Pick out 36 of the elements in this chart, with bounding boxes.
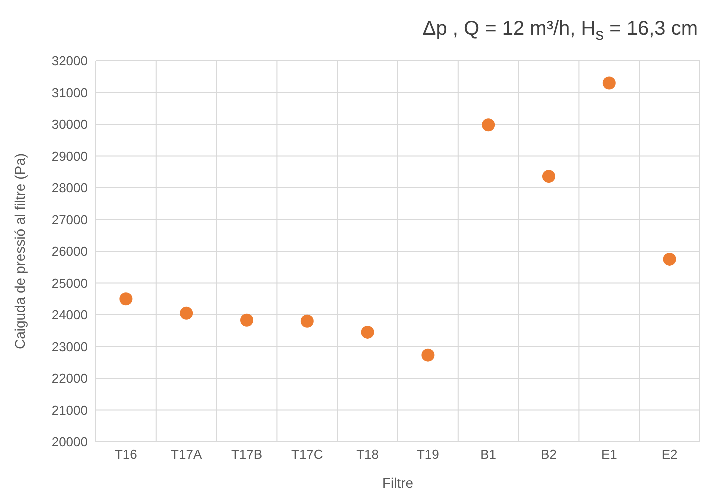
y-tick-label: 32000 — [52, 54, 88, 69]
point — [482, 118, 496, 132]
y-tick-label: 23000 — [52, 339, 88, 354]
point — [240, 314, 254, 327]
y-tick-label: 27000 — [52, 212, 88, 228]
y-tick-label: 22000 — [52, 371, 88, 386]
y-tick-label: 20000 — [52, 434, 88, 450]
y-tick-label: 31000 — [52, 85, 88, 100]
x-tick-label: T17B — [231, 447, 263, 462]
point — [663, 252, 676, 266]
point — [602, 76, 616, 90]
y-tick-label: 24000 — [52, 308, 88, 323]
y-tick-label: 30000 — [52, 117, 88, 132]
y-tick-label: 29000 — [52, 148, 88, 164]
x-tick-label: E2 — [662, 447, 678, 462]
x-tick-label: T19 — [416, 447, 440, 462]
y-tick-label: 28000 — [52, 180, 88, 196]
y-tick-label: 21000 — [52, 402, 88, 418]
point — [300, 314, 314, 328]
point — [542, 170, 556, 184]
y-tick-label: 25000 — [52, 276, 88, 291]
x-tick-label: T18 — [356, 447, 380, 462]
x-tick-label: T17C — [292, 447, 324, 462]
x-tick-label: B2 — [541, 447, 557, 462]
chart-title: Δp , Q = 12 m³/h, H$_{s}$ = 16,3 cm — [422, 18, 698, 45]
point — [361, 326, 374, 339]
x-axis-title: Filtre — [382, 475, 414, 491]
y-tick-label: 26000 — [52, 244, 88, 260]
x-tick-label: B1 — [480, 447, 497, 462]
point — [120, 292, 133, 306]
x-tick-label: T16 — [114, 447, 138, 462]
y-axis-title: Caiguda de pressió al filtre (Pa) — [12, 153, 28, 350]
x-tick-label: E1 — [601, 447, 618, 462]
point — [422, 348, 435, 362]
point — [180, 306, 194, 320]
x-tick-label: T17A — [171, 447, 202, 462]
